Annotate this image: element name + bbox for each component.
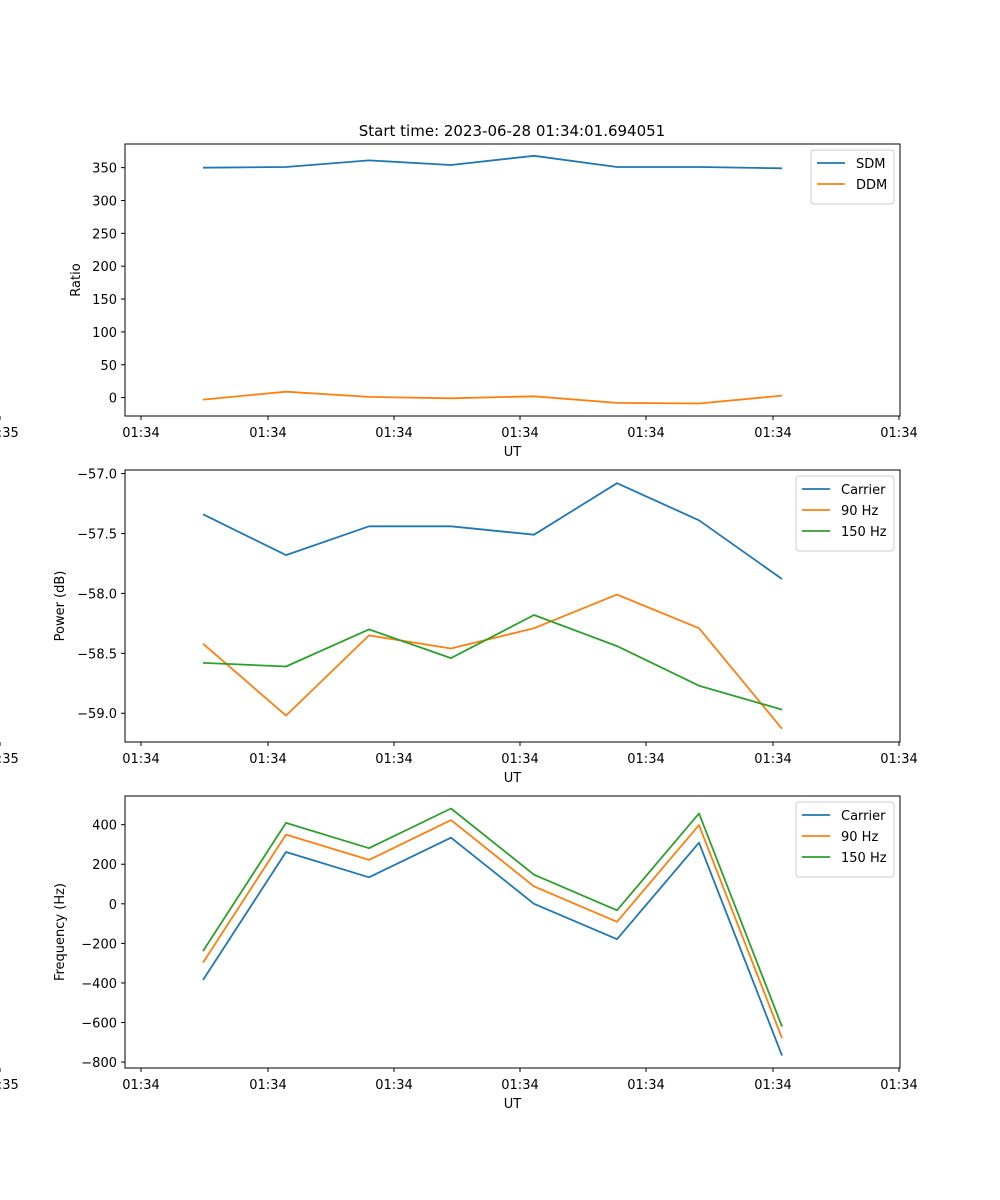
legend-label: 90 Hz [841, 504, 878, 519]
x-tick-label: 01:34 [249, 426, 286, 441]
x-tick-label: 01:34 [754, 1078, 791, 1093]
y-tick-label: −58.0 [77, 587, 117, 602]
y-axis-label: Frequency (Hz) [53, 883, 68, 981]
x-tick-label: 01:34 [122, 426, 159, 441]
y-tick-label: 150 [92, 293, 117, 308]
y-tick-label: −57.5 [77, 528, 117, 543]
series-line-90-hz [202, 593, 783, 730]
x-tick-label: 01:35 [0, 1078, 19, 1093]
x-tick-label: 01:34 [122, 752, 159, 767]
x-tick-label: 01:34 [249, 752, 286, 767]
x-tick-label: 01:34 [627, 426, 664, 441]
y-tick-label: 400 [92, 819, 117, 834]
x-tick-label: 01:35 [0, 752, 19, 767]
y-tick-label: −800 [81, 1056, 117, 1071]
series-line-carrier [202, 836, 783, 1056]
legend-box [795, 475, 895, 552]
y-axis-label: Ratio [69, 263, 84, 296]
series-line-90-hz [202, 819, 783, 1039]
series-line-150-hz [202, 614, 783, 711]
x-tick-label: 01:34 [754, 752, 791, 767]
y-tick-label: −200 [81, 937, 117, 952]
legend-label: 150 Hz [841, 851, 887, 866]
series-line-carrier [202, 482, 783, 580]
x-tick-label: 01:34 [122, 1078, 159, 1093]
y-tick-label: 0 [109, 392, 117, 407]
y-tick-label: −59.0 [77, 707, 117, 722]
x-tick-label: 01:34 [754, 426, 791, 441]
axes-frame [124, 143, 901, 417]
y-tick-label: −57.0 [77, 468, 117, 483]
x-tick-label: 01:34 [375, 1078, 412, 1093]
x-tick-label: 01:34 [501, 752, 538, 767]
x-axis-label: UT [504, 445, 522, 460]
figure-title: Start time: 2023-06-28 01:34:01.694051 [359, 122, 665, 140]
x-tick-label: 01:34 [501, 1078, 538, 1093]
y-tick-label: 100 [92, 326, 117, 341]
y-tick-label: −400 [81, 977, 117, 992]
legend-label: 150 Hz [841, 525, 887, 540]
x-tick-label: 01:34 [880, 752, 917, 767]
y-tick-label: 200 [92, 858, 117, 873]
series-line-ddm [202, 390, 783, 405]
y-tick-label: −58.5 [77, 647, 117, 662]
x-tick-label: 01:34 [501, 426, 538, 441]
chart-panel-1: 01:34 01:34 01:34 01:34 01:34 01:34 01:34 01:35… [0, 143, 918, 460]
y-tick-label: 300 [92, 195, 117, 210]
x-tick-label: 01:35 [0, 426, 19, 441]
y-tick-label: 350 [92, 162, 117, 177]
chart-panel-3: 01:34 01:34 01:34 01:34 01:34 01:34 01:34 01:35… [0, 795, 918, 1112]
axes-frame [124, 469, 901, 743]
x-tick-label: 01:34 [880, 426, 917, 441]
y-tick-label: 0 [109, 898, 117, 913]
x-tick-label: 01:34 [627, 752, 664, 767]
y-tick-label: 250 [92, 227, 117, 242]
x-axis-label: UT [504, 771, 522, 786]
x-tick-label: 01:34 [880, 1078, 917, 1093]
legend-box [795, 801, 895, 878]
y-tick-label: 50 [100, 359, 117, 374]
series-line-150-hz [202, 807, 783, 1027]
series-line-sdm [202, 154, 783, 170]
x-tick-label: 01:34 [627, 1078, 664, 1093]
x-tick-label: 01:34 [375, 752, 412, 767]
y-tick-label: 200 [92, 260, 117, 275]
x-tick-label: 01:34 [249, 1078, 286, 1093]
y-tick-label: −600 [81, 1017, 117, 1032]
x-tick-label: 01:34 [375, 426, 412, 441]
legend-label: 90 Hz [841, 830, 878, 845]
chart-panel-2: 01:34 01:34 01:34 01:34 01:34 01:34 01:34 01:35… [0, 468, 918, 786]
legend-label: Carrier [841, 809, 886, 824]
y-axis-label: Power (dB) [53, 571, 68, 642]
legend-label: SDM [856, 157, 885, 172]
legend-label: DDM [856, 178, 887, 193]
x-axis-label: UT [504, 1097, 522, 1112]
legend-label: Carrier [841, 483, 886, 498]
axes-frame [124, 795, 901, 1069]
